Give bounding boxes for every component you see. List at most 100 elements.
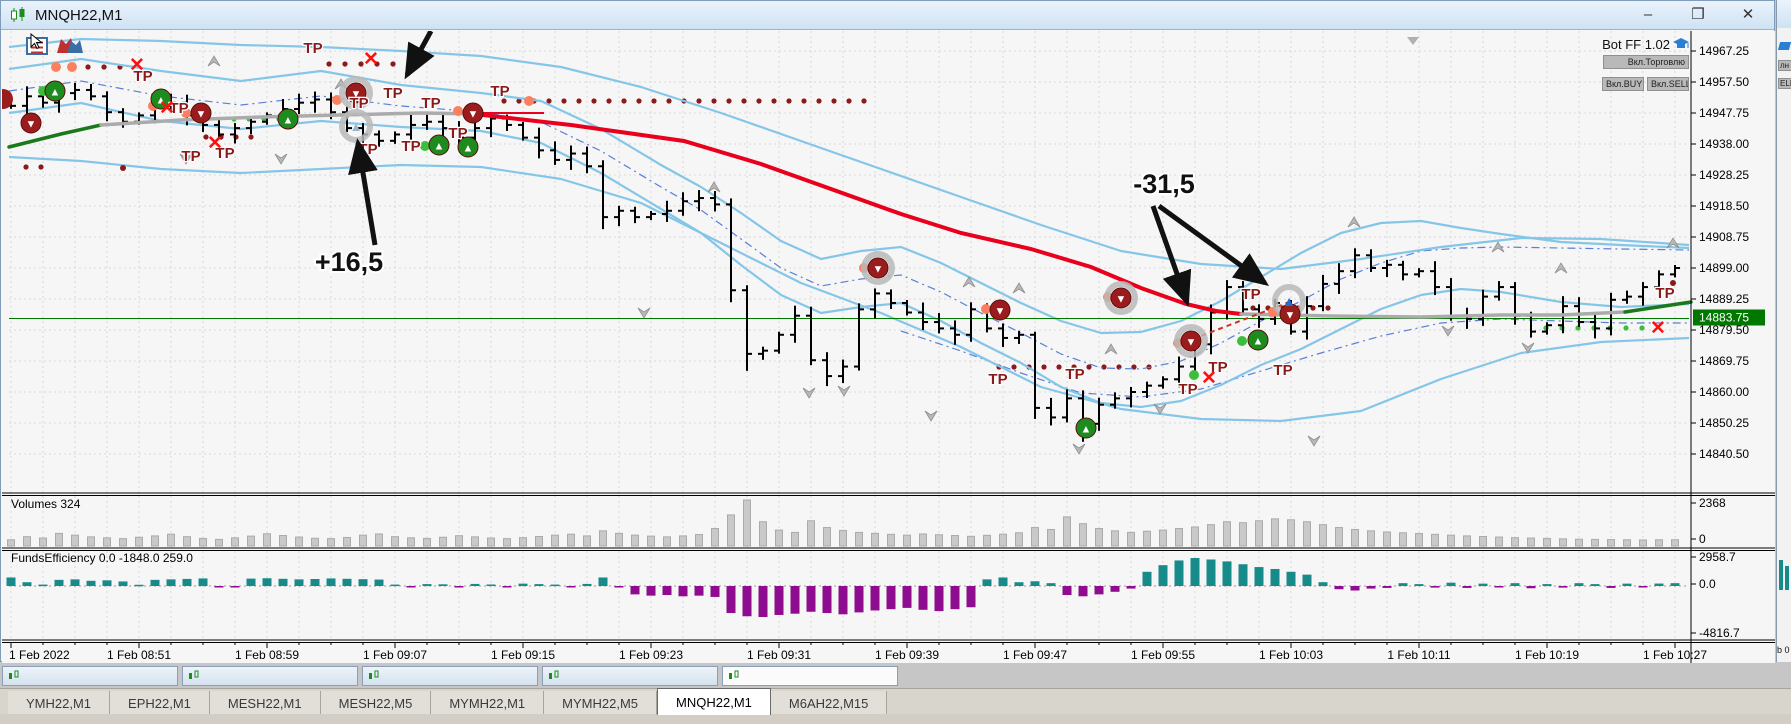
buy-marker-glyph: ▲ xyxy=(156,95,167,107)
volume-bar xyxy=(1479,535,1487,547)
minimized-window[interactable] xyxy=(2,666,178,686)
price-tick-label: 14850.25 xyxy=(1699,416,1749,430)
signal-dot-row xyxy=(358,61,364,67)
tp-label: TP xyxy=(448,125,467,142)
symbol-tab-bar: YMH22,M1 EPH22,M1 MESH22,M1 MESH22,M5 MYMH22… xyxy=(0,688,1791,715)
price-bar xyxy=(534,127,544,159)
tp-label: TP xyxy=(421,95,440,112)
band-upper xyxy=(8,37,1690,271)
minimize-button[interactable]: – xyxy=(1643,5,1653,23)
funds-bar xyxy=(630,586,640,595)
funds-bar xyxy=(406,586,416,588)
price-bar xyxy=(966,302,976,342)
price-bar xyxy=(870,288,880,319)
tab-ymh22-m1[interactable]: YMH22,M1 xyxy=(8,691,111,715)
volume-bar xyxy=(7,539,15,547)
volume-bar xyxy=(695,534,703,547)
fractal-up-icon xyxy=(962,276,976,288)
price-bar xyxy=(1382,259,1392,277)
sell-marker-glyph: ▼ xyxy=(26,119,37,131)
tab-m6ah22-m15[interactable]: M6AH22,M15 xyxy=(770,691,888,715)
funds-bar xyxy=(1350,586,1360,591)
volume-bar xyxy=(1575,538,1583,547)
signal-dot-row xyxy=(786,98,792,104)
volume-bar xyxy=(391,536,399,547)
tp-label: TP xyxy=(1178,381,1197,398)
funds-axis-label: -4816.7 xyxy=(1699,626,1740,640)
moving-average-line xyxy=(1623,300,1693,314)
volume-bar xyxy=(247,535,255,547)
funds-bar xyxy=(726,586,736,614)
volume-bar xyxy=(823,527,831,547)
signal-dot-row xyxy=(1041,364,1047,370)
price-bar xyxy=(102,91,112,122)
price-bar xyxy=(1430,261,1440,296)
buy-marker-glyph: ▲ xyxy=(283,115,294,127)
minimized-window[interactable] xyxy=(722,666,898,686)
time-tick-label: 1 Feb 08:59 xyxy=(235,648,299,662)
volume-bar xyxy=(1415,533,1423,547)
inner-band-low xyxy=(900,318,1689,398)
minimized-window[interactable] xyxy=(362,666,538,686)
volume-bar xyxy=(1079,523,1087,547)
funds-axis-label: 0.0 xyxy=(1699,577,1716,591)
funds-bar xyxy=(294,579,304,586)
tp-label: TP xyxy=(401,138,420,155)
price-bar xyxy=(614,205,624,227)
minimized-window[interactable] xyxy=(182,666,358,686)
price-bar xyxy=(998,323,1008,347)
background-window[interactable]: лн ELI b 0 xyxy=(1776,0,1791,662)
funds-bar xyxy=(806,586,816,612)
funds-bar xyxy=(1286,571,1296,586)
funds-bar xyxy=(790,586,800,614)
volume-bar xyxy=(583,535,591,547)
background-histogram-bar xyxy=(1779,560,1783,590)
tab-mymh22-m5[interactable]: MYMH22,M5 xyxy=(544,691,658,715)
price-bar xyxy=(1062,389,1072,423)
volume-bar xyxy=(1607,539,1615,547)
maximize-button[interactable]: ❒ xyxy=(1691,6,1705,23)
signal-dot-row xyxy=(248,134,254,140)
time-tick-label: 1 Feb 10:03 xyxy=(1259,648,1323,662)
time-tick-label: 1 Feb 09:47 xyxy=(1003,648,1067,662)
funds-bar xyxy=(166,579,176,586)
funds-bar xyxy=(934,586,944,612)
toggle-sell-button[interactable]: Вкл.SELL xyxy=(1647,77,1689,91)
price-bar xyxy=(1414,268,1424,278)
moving-average-line xyxy=(99,111,485,127)
price-bar xyxy=(1014,330,1024,344)
funds-bar xyxy=(550,584,560,587)
tab-mesh22-m1[interactable]: MESH22,M1 xyxy=(209,691,321,715)
funds-bar xyxy=(1382,586,1392,588)
price-bar xyxy=(550,141,560,165)
candlestick-icon xyxy=(729,670,739,679)
price-bar xyxy=(406,114,416,143)
funds-bar xyxy=(1654,583,1664,586)
price-bar xyxy=(854,303,864,371)
signal-dot-row xyxy=(101,64,107,70)
funds-bar xyxy=(102,580,112,586)
sell-signal-dot xyxy=(67,62,77,72)
toggle-buy-button[interactable]: Вкл.BUY xyxy=(1602,77,1644,91)
fractal-down-icon xyxy=(1441,325,1455,337)
toggle-trading-button[interactable]: Вкл.Торговлю xyxy=(1603,55,1689,69)
price-bar xyxy=(374,130,384,147)
minimized-window[interactable] xyxy=(542,666,718,686)
title-bar[interactable]: MNQH22,M1 – ❒ ✕ xyxy=(1,1,1774,30)
volumes-label: Volumes 324 xyxy=(11,497,81,511)
close-button[interactable]: ✕ xyxy=(1741,6,1755,23)
tab-mesh22-m5[interactable]: MESH22,M5 xyxy=(320,691,432,715)
current-price-badge xyxy=(1693,309,1765,326)
price-bar xyxy=(1622,290,1632,304)
tab-mnqh22-m1[interactable]: MNQH22,M1 xyxy=(657,688,771,715)
volume-bar xyxy=(567,533,575,547)
price-bar xyxy=(758,346,768,360)
inner-band-mid xyxy=(8,80,1690,370)
funds-bar xyxy=(342,578,352,586)
tab-mymh22-m1[interactable]: MYMH22,M1 xyxy=(431,691,545,715)
funds-bar xyxy=(662,586,672,596)
signal-dot-row xyxy=(846,98,852,104)
tab-eph22-m1[interactable]: EPH22,M1 xyxy=(110,691,210,715)
